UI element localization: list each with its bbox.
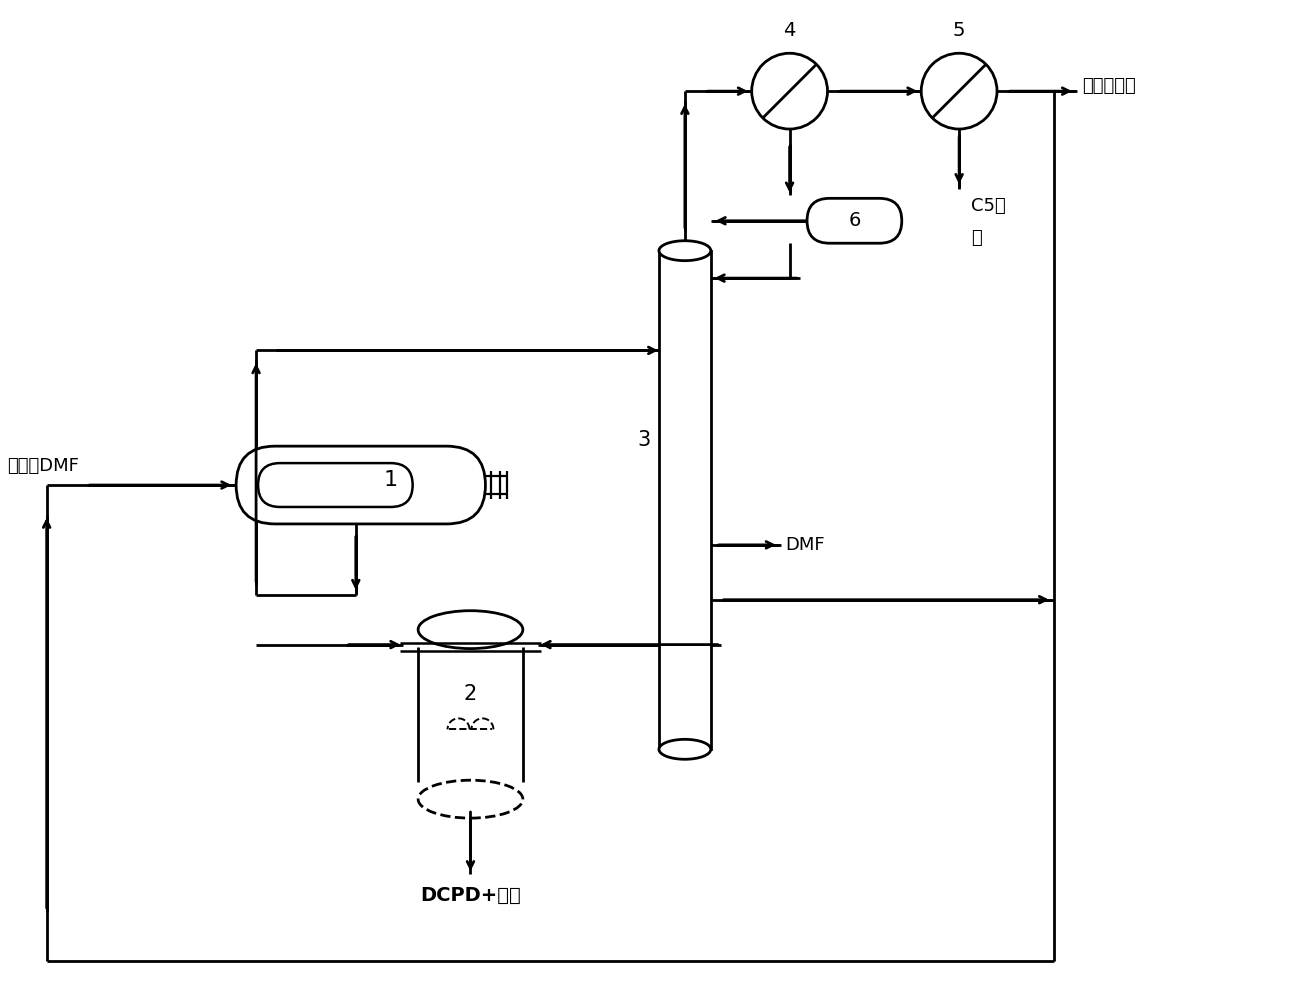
Circle shape	[751, 53, 828, 129]
Text: C5烃: C5烃	[971, 197, 1005, 215]
Ellipse shape	[418, 780, 523, 818]
Text: DCPD+焦质: DCPD+焦质	[420, 886, 521, 905]
Ellipse shape	[659, 241, 710, 261]
Text: 3: 3	[638, 430, 651, 450]
Circle shape	[922, 53, 996, 129]
FancyBboxPatch shape	[236, 446, 486, 524]
Text: DMF: DMF	[785, 536, 825, 554]
Text: 4: 4	[784, 21, 795, 40]
Text: 5: 5	[953, 21, 965, 40]
Text: 水: 水	[971, 229, 982, 247]
Text: 1: 1	[384, 470, 398, 490]
Text: 接真空系统: 接真空系统	[1081, 77, 1136, 95]
Ellipse shape	[659, 739, 710, 759]
Text: 6: 6	[848, 211, 861, 230]
Bar	[659, 251, 710, 749]
Text: 2: 2	[464, 684, 477, 704]
Text: 需再生DMF: 需再生DMF	[6, 457, 79, 475]
Ellipse shape	[418, 611, 523, 649]
FancyBboxPatch shape	[807, 198, 902, 243]
FancyBboxPatch shape	[258, 463, 412, 507]
